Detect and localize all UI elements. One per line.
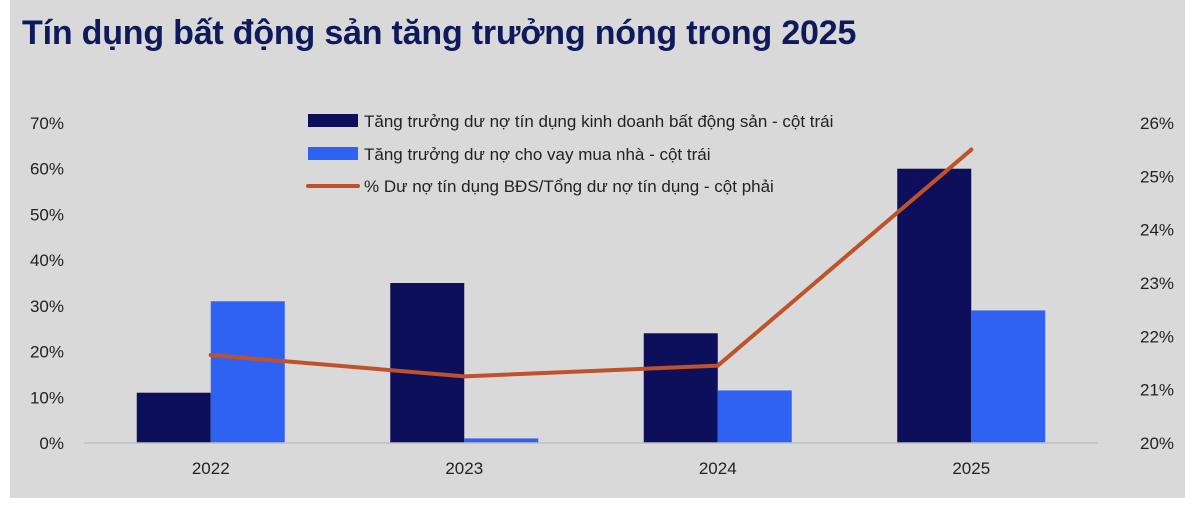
bar-series-2-2022 — [210, 301, 285, 443]
right-tick-label: 22% — [1140, 327, 1174, 346]
right-tick-label: 26% — [1140, 114, 1174, 133]
bar-series-2-2023 — [464, 438, 539, 443]
right-tick-label: 23% — [1140, 274, 1174, 293]
legend-item-series-2: Tăng trưởng dư nợ cho vay mua nhà - cột … — [308, 145, 711, 164]
right-tick-label: 20% — [1140, 434, 1174, 453]
legend-item-series-1: Tăng trưởng dư nợ tín dụng kinh doanh bấ… — [308, 112, 833, 131]
chart-title: Tín dụng bất động sản tăng trưởng nóng t… — [22, 14, 857, 52]
left-tick-label: 40% — [30, 251, 64, 270]
x-tick-label: 2023 — [445, 459, 483, 478]
left-tick-label: 20% — [30, 343, 64, 362]
legend-label-series-1: Tăng trưởng dư nợ tín dụng kinh doanh bấ… — [364, 112, 833, 131]
bar-series-1-2024 — [643, 333, 718, 443]
bar-series-1-2025 — [897, 168, 972, 443]
left-tick-label: 0% — [39, 434, 64, 453]
legend-swatch-series-2 — [308, 147, 358, 160]
right-tick-label: 25% — [1140, 167, 1174, 186]
line-point-2022 — [208, 353, 213, 357]
line-point-2025 — [969, 147, 974, 152]
bar-series-2-2025 — [971, 310, 1046, 443]
left-tick-label: 70% — [30, 114, 64, 133]
legend-label-series-2: Tăng trưởng dư nợ cho vay mua nhà - cột … — [364, 145, 711, 164]
right-axis-ticks: 20% 21% 22% 23% 24% 25% 26% — [1140, 114, 1174, 453]
legend: Tăng trưởng dư nợ tín dụng kinh doanh bấ… — [306, 112, 833, 196]
legend-swatch-series-1 — [308, 114, 358, 127]
x-tick-label: 2022 — [192, 459, 230, 478]
legend-item-series-3: % Dư nợ tín dụng BĐS/Tổng dư nợ tín dụng… — [306, 177, 774, 196]
line-layer — [208, 147, 974, 379]
right-tick-label: 21% — [1140, 381, 1174, 400]
left-tick-label: 30% — [30, 297, 64, 316]
line-point-2024 — [715, 363, 720, 368]
left-tick-label: 50% — [30, 205, 64, 224]
bar-series-2-2024 — [717, 390, 792, 443]
left-tick-label: 10% — [30, 388, 64, 407]
x-tick-label: 2024 — [699, 459, 737, 478]
line-series-3 — [208, 147, 974, 379]
right-tick-label: 24% — [1140, 221, 1174, 240]
bar-series-1-2023 — [390, 283, 465, 443]
bars-layer — [136, 168, 1046, 443]
left-tick-label: 60% — [30, 160, 64, 179]
left-axis-ticks: 0% 10% 20% 30% 40% 50% 60% 70% — [30, 114, 64, 453]
x-axis-ticks: 2022 2023 2024 2025 — [192, 459, 990, 478]
line-point-2023 — [462, 374, 467, 379]
bar-series-1-2022 — [136, 392, 211, 443]
legend-label-series-3: % Dư nợ tín dụng BĐS/Tổng dư nợ tín dụng… — [364, 177, 774, 196]
x-tick-label: 2025 — [952, 459, 990, 478]
